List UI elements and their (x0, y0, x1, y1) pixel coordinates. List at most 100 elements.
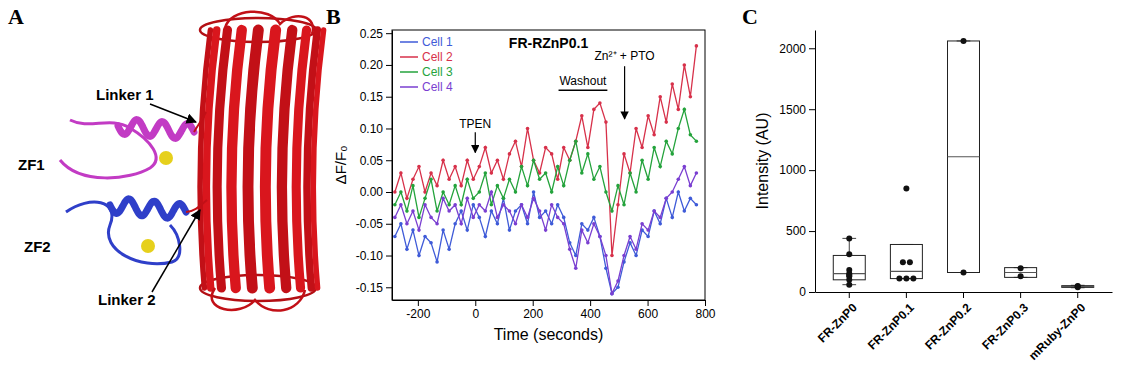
annotation-bar (559, 90, 608, 92)
point (453, 222, 457, 226)
point (670, 152, 674, 156)
tick-label: 400 (581, 307, 601, 321)
point (393, 203, 397, 207)
point (689, 133, 693, 137)
point (435, 222, 439, 226)
tick: -0.10 (356, 249, 392, 263)
point (689, 184, 693, 188)
point (568, 247, 572, 251)
tick-mark (809, 109, 815, 110)
point (610, 292, 614, 296)
point (405, 197, 409, 201)
tick: mRuby-ZnP0 (1026, 292, 1088, 363)
plot-area (393, 44, 698, 295)
point (429, 171, 433, 175)
point (465, 228, 469, 232)
point (586, 146, 590, 150)
point (399, 190, 403, 194)
point (532, 190, 536, 194)
point (676, 190, 680, 194)
point (496, 184, 500, 188)
point (459, 209, 463, 213)
point (405, 209, 409, 213)
point (514, 209, 518, 213)
point (502, 197, 506, 201)
point (683, 108, 687, 112)
tick-label: 500 (786, 224, 806, 238)
point (846, 251, 852, 257)
x-axis-title: Time (seconds) (494, 326, 604, 343)
point (580, 228, 584, 232)
point (526, 184, 530, 188)
helix (110, 199, 186, 218)
point (441, 158, 445, 162)
point (592, 177, 596, 181)
tick: 2000 (779, 42, 815, 56)
legend-swatch (400, 56, 418, 58)
tick-label: 0.05 (360, 154, 384, 168)
point (622, 254, 626, 258)
point (447, 203, 451, 207)
point (634, 127, 638, 131)
point (417, 254, 421, 258)
diagram-label: Linker 1 (96, 86, 154, 103)
tick: 0.20 (360, 58, 392, 72)
tick-mark (386, 256, 392, 257)
point (496, 216, 500, 220)
point (441, 190, 445, 194)
tick-label: 0.15 (360, 90, 384, 104)
tick-label: 0.10 (360, 122, 384, 136)
point (453, 165, 457, 169)
point (417, 165, 421, 169)
point (399, 222, 403, 226)
tick-mark (809, 170, 815, 171)
point (640, 222, 644, 226)
point (520, 165, 524, 169)
point (484, 235, 488, 239)
point (447, 247, 451, 251)
linker (186, 200, 207, 212)
tick-label: FR-ZnP0.3 (979, 300, 1031, 352)
point (526, 216, 530, 220)
point (676, 108, 680, 112)
legend-swatch (400, 86, 418, 88)
point (616, 184, 620, 188)
point (538, 209, 542, 213)
point (435, 260, 439, 264)
tick-label: 0 (472, 307, 479, 321)
point (550, 152, 554, 156)
tick: 0.10 (360, 122, 392, 136)
beta-strand (313, 30, 323, 288)
tick-label: 0.25 (360, 27, 384, 41)
point (435, 184, 439, 188)
point (622, 203, 626, 207)
tick-mark (386, 192, 392, 193)
annotation: Washout (559, 74, 607, 88)
point (568, 158, 572, 162)
point (556, 203, 560, 207)
point (520, 203, 524, 207)
panel-b: -2000200400600800-0.15-0.10-0.050.000.05… (332, 27, 716, 343)
point (652, 133, 656, 137)
point (399, 171, 403, 175)
legend-swatch (400, 71, 418, 73)
point (471, 177, 475, 181)
point (622, 152, 626, 156)
point (646, 235, 650, 239)
point (429, 241, 433, 245)
point (508, 209, 512, 213)
point (598, 165, 602, 169)
point (465, 177, 469, 181)
point (532, 158, 536, 162)
point (1075, 284, 1081, 290)
tick-mark (386, 33, 392, 34)
point (423, 197, 427, 201)
annotation-arrow (624, 66, 625, 119)
plot-frame (392, 30, 705, 300)
point (646, 228, 650, 232)
point (532, 158, 536, 162)
legend-label: Cell 4 (422, 80, 453, 94)
tick: 0.15 (360, 90, 392, 104)
tick: 0.25 (360, 27, 392, 41)
series-line (395, 192, 697, 294)
